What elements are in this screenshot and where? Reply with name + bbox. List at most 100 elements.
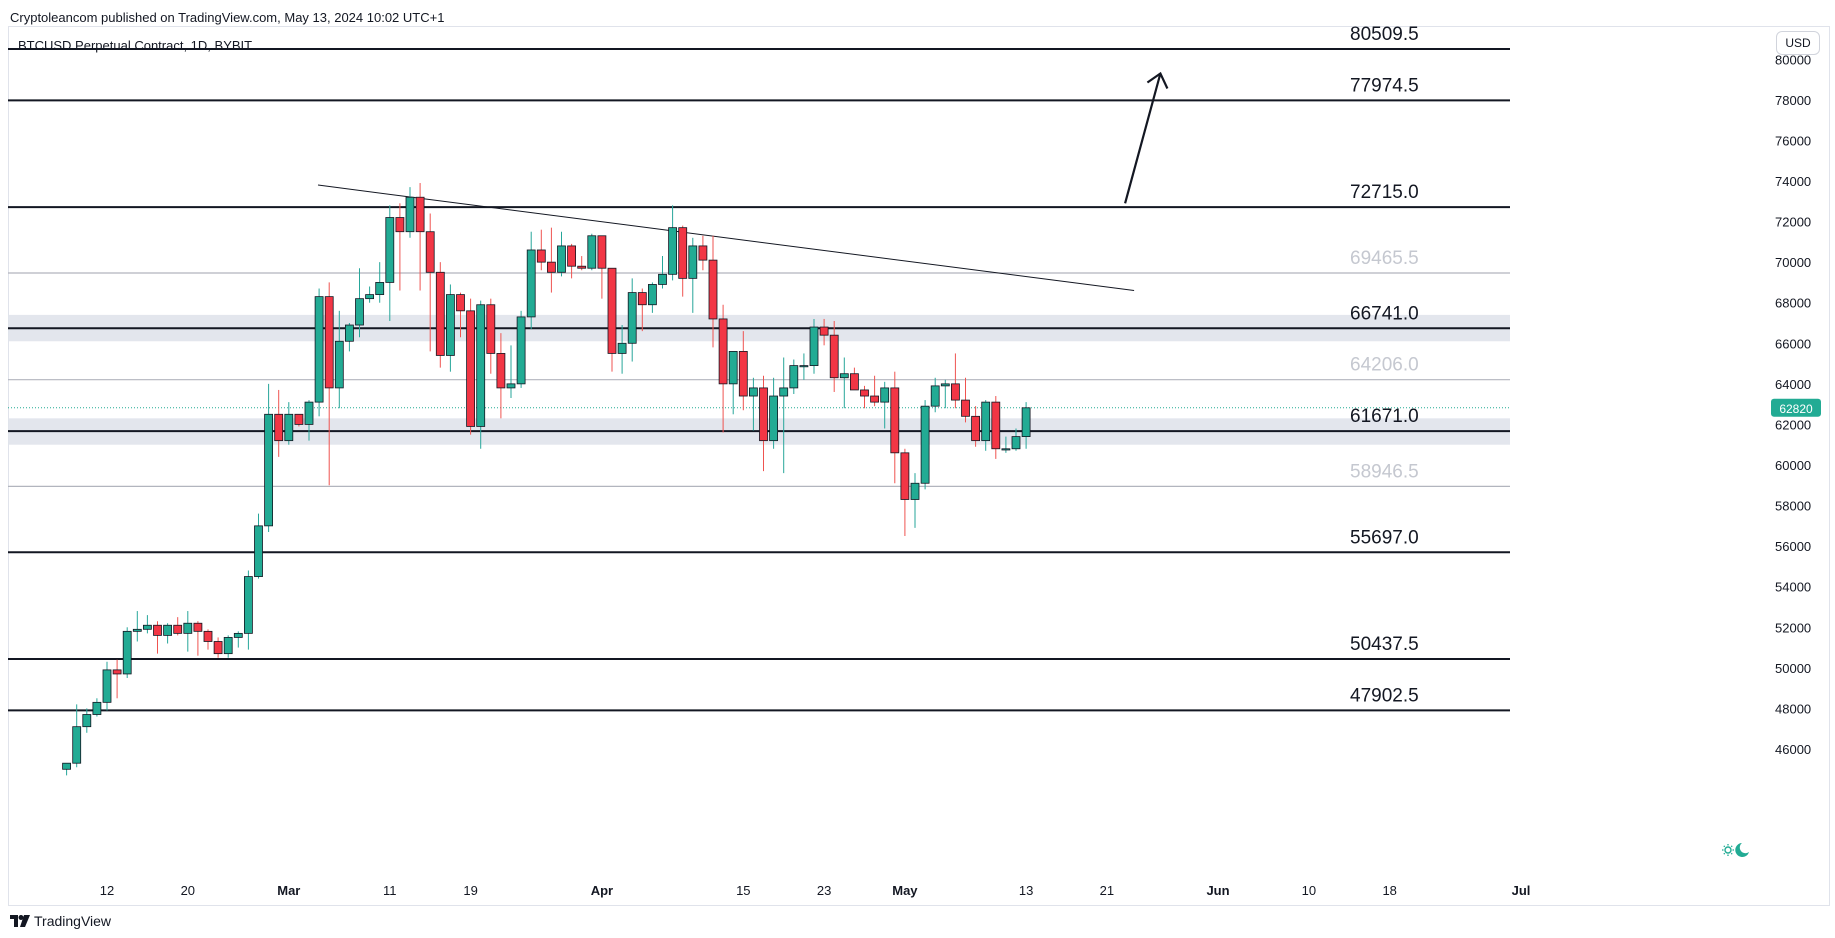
candle	[870, 375, 879, 407]
candle-body	[385, 217, 395, 283]
candle-body	[819, 326, 829, 336]
candle-body	[789, 365, 799, 389]
price-tick-label: 80000	[1775, 52, 1811, 67]
candle	[476, 300, 486, 449]
candle-body	[344, 324, 354, 342]
candle-body	[375, 282, 385, 295]
candle	[355, 268, 364, 338]
candle-body	[991, 401, 1001, 450]
time-tick-label: 15	[736, 883, 750, 898]
candle-body	[587, 235, 597, 269]
level-label: 69465.5	[1350, 248, 1419, 269]
candle-body	[951, 383, 960, 401]
drawings-layer	[317, 71, 1169, 292]
candle-body	[577, 265, 587, 269]
time-tick-label: 12	[100, 883, 114, 898]
candle-body	[365, 294, 375, 300]
level-label: 77974.5	[1350, 75, 1419, 96]
candle	[153, 621, 162, 654]
candle	[72, 704, 82, 768]
time-tick-label: 10	[1302, 883, 1316, 898]
candle	[829, 320, 839, 392]
time-tick-label: 13	[1019, 883, 1033, 898]
price-tick-label: 48000	[1775, 701, 1811, 716]
price-tick-label: 66000	[1775, 336, 1811, 351]
currency-button[interactable]: USD	[1776, 31, 1820, 55]
level-label: 72715.0	[1350, 182, 1419, 203]
price-axis[interactable]: 46000 48000 50000 52000 54000 56000 58000 60000…	[1775, 52, 1811, 757]
candle-body	[355, 298, 364, 326]
candle	[698, 235, 708, 271]
candle-body	[112, 669, 122, 675]
level-label: 50437.5	[1350, 634, 1419, 655]
candle-body	[304, 401, 314, 425]
candle	[728, 350, 738, 415]
candle-body	[668, 227, 677, 275]
candle	[506, 345, 516, 399]
candle	[395, 203, 405, 291]
candle	[213, 637, 223, 658]
candle-body	[496, 353, 506, 389]
candle-body	[557, 245, 566, 273]
price-tick-label: 54000	[1775, 580, 1811, 595]
candle	[779, 357, 789, 474]
candle-body	[547, 261, 556, 273]
candle-body	[334, 340, 344, 389]
candle	[658, 256, 667, 289]
candle-body	[476, 304, 486, 427]
candle	[92, 698, 102, 717]
candle-body	[92, 701, 102, 715]
candle-body	[920, 405, 930, 484]
level-label: 64206.0	[1350, 355, 1419, 376]
candle-body	[445, 294, 455, 356]
price-tick-label: 50000	[1775, 661, 1811, 676]
candle	[809, 318, 819, 374]
candle	[920, 400, 930, 490]
candle-body	[961, 399, 970, 417]
candle-body	[769, 395, 778, 442]
candle-body	[153, 624, 162, 636]
time-tick-label: Mar	[277, 883, 300, 898]
time-tick-label: 21	[1100, 883, 1114, 898]
candle-body	[688, 245, 698, 279]
candle	[274, 389, 284, 457]
candle	[314, 288, 324, 417]
levels-layer: 80509.5 77974.5 72715.0 69465.5 66741.0 64206…	[8, 24, 1510, 712]
candle-body	[890, 387, 900, 454]
candle	[577, 256, 587, 271]
candle	[233, 631, 243, 648]
candle-body	[294, 413, 304, 425]
candle-body	[284, 413, 294, 442]
candle	[769, 377, 778, 449]
candle	[910, 473, 920, 528]
candle	[122, 627, 132, 678]
candle-body	[62, 762, 71, 770]
candle	[557, 231, 566, 277]
candle-body	[72, 726, 82, 764]
candle-body	[1011, 436, 1021, 450]
candle	[567, 243, 576, 279]
candle-body	[880, 387, 890, 403]
time-axis[interactable]: 12 20 Mar 11 19 Apr 15 23 May 13 21 Jun 10 18 Jul	[100, 883, 1531, 898]
candle-body	[264, 413, 274, 527]
candle-body	[870, 395, 879, 403]
price-tick-label: 70000	[1775, 255, 1811, 270]
candle	[587, 233, 597, 271]
candle	[385, 205, 395, 321]
candle-body	[395, 217, 405, 233]
candle	[526, 231, 536, 330]
candle	[688, 237, 698, 313]
candle-body	[254, 525, 263, 577]
level-label: 47902.5	[1350, 685, 1419, 706]
candle-body	[850, 373, 859, 391]
candle	[900, 448, 910, 536]
candle	[486, 298, 496, 374]
candle	[607, 267, 617, 372]
candle	[1011, 428, 1021, 451]
theme-toggle-icon[interactable]	[1722, 843, 1749, 857]
price-tick-label: 60000	[1775, 458, 1811, 473]
candle-body	[526, 249, 536, 318]
candle-body	[749, 387, 758, 397]
candle-body	[122, 630, 132, 675]
